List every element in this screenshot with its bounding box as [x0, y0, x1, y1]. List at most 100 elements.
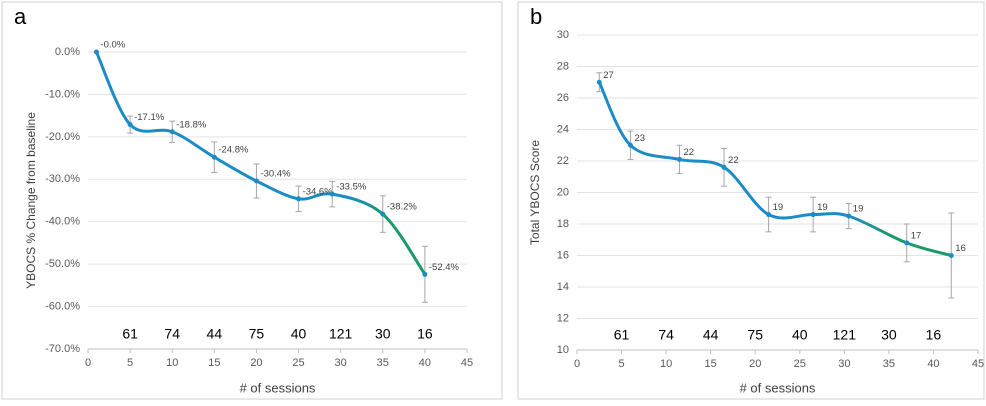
y-tick-label: 24	[557, 123, 569, 135]
y-tick-label: 0.0%	[55, 46, 80, 58]
x-tick-label: 45	[972, 358, 984, 370]
data-label: 22	[728, 155, 739, 166]
y-tick-label: 10	[557, 344, 569, 356]
panel-label: b	[530, 4, 542, 29]
line	[95, 51, 427, 276]
y-tick-label: -10.0%	[45, 88, 80, 100]
y-tick-label: 26	[557, 92, 569, 104]
count-label: 16	[417, 326, 433, 342]
y-tick-label: 30	[557, 29, 569, 41]
x-tick-label: 20	[250, 357, 262, 369]
count-label: 16	[926, 327, 942, 343]
y-tick-label: -60.0%	[45, 300, 80, 312]
y-tick-label: 28	[557, 60, 569, 72]
point	[846, 213, 852, 219]
y-tick-label: 16	[557, 249, 569, 261]
count-label: 40	[792, 327, 808, 343]
x-tick-label: 25	[794, 358, 806, 370]
x-tick-label: 0	[85, 357, 91, 369]
y-tick-label: 14	[557, 281, 569, 293]
count-label: 74	[164, 326, 180, 342]
x-tick-label: 30	[335, 357, 347, 369]
point	[329, 191, 335, 197]
y-tick-label: -50.0%	[45, 258, 80, 270]
x-tick-label: 15	[705, 358, 717, 370]
x-tick-label: 10	[166, 357, 178, 369]
data-label: -34.6%	[303, 186, 334, 197]
data-label: 19	[773, 202, 784, 213]
data-label: 27	[603, 70, 614, 81]
point	[721, 164, 727, 170]
count-label: 74	[658, 327, 674, 343]
y-tick-label: -40.0%	[45, 216, 80, 228]
x-tick-label: 10	[660, 358, 672, 370]
y-tick-label: -70.0%	[45, 343, 80, 355]
point	[676, 156, 682, 162]
y-axis-label: YBOCS % Change from baseline	[24, 112, 38, 289]
count-label: 44	[703, 327, 719, 343]
point	[253, 178, 259, 184]
data-label: 22	[683, 147, 694, 158]
count-label: 75	[249, 326, 265, 342]
point	[380, 211, 386, 217]
x-tick-label: 20	[749, 358, 761, 370]
data-label: -17.1%	[134, 112, 165, 123]
point	[948, 253, 954, 258]
x-tick-label: 35	[883, 358, 895, 370]
x-tick-label: 30	[838, 358, 850, 370]
point	[596, 79, 602, 85]
y-tick-label: 18	[557, 218, 569, 230]
x-tick-label: 5	[127, 357, 133, 369]
count-label: 30	[375, 326, 391, 342]
count-label: 30	[881, 327, 897, 343]
y-tick-label: 12	[557, 312, 569, 324]
x-tick-label: 15	[208, 357, 220, 369]
y-tick-label: -30.0%	[45, 173, 80, 185]
count-label: 121	[329, 326, 353, 342]
line	[597, 81, 952, 257]
x-axis-label: # of sessions	[740, 380, 816, 395]
x-tick-label: 5	[618, 358, 624, 370]
panel-label: a	[14, 4, 27, 29]
x-tick-label: 25	[292, 357, 304, 369]
data-label: -52.4%	[429, 262, 460, 273]
point	[127, 122, 133, 128]
point	[766, 212, 772, 218]
data-label: 19	[817, 202, 828, 213]
point	[422, 271, 428, 277]
x-tick-label: 40	[927, 358, 939, 370]
data-label: -18.8%	[176, 119, 207, 130]
data-label: 16	[955, 243, 966, 254]
point	[93, 49, 99, 55]
y-tick-label: 20	[557, 186, 569, 198]
data-label: 17	[911, 230, 922, 241]
count-label: 44	[207, 326, 223, 342]
panel-frame	[517, 1, 985, 400]
count-label: 61	[122, 326, 138, 342]
data-label: 19	[853, 204, 864, 215]
x-axis-label: # of sessions	[240, 380, 316, 395]
data-label: -0.0%	[100, 40, 125, 51]
y-tick-label: -20.0%	[45, 131, 80, 143]
data-label: -33.5%	[336, 182, 367, 193]
x-tick-label: 0	[574, 358, 580, 370]
point	[296, 196, 302, 202]
x-tick-label: 45	[461, 357, 473, 369]
x-tick-label: 40	[419, 357, 431, 369]
point	[169, 129, 175, 135]
point	[810, 212, 816, 218]
count-label: 75	[747, 327, 763, 343]
count-label: 61	[614, 327, 630, 343]
data-label: -30.4%	[260, 168, 291, 179]
point	[904, 240, 910, 246]
point	[627, 142, 633, 148]
count-label: 40	[291, 326, 307, 342]
point	[211, 154, 217, 160]
y-axis-label: Total YBOCS Score	[528, 140, 542, 245]
count-label: 121	[833, 327, 857, 343]
data-label: 23	[634, 133, 645, 144]
panel-frame	[1, 1, 503, 400]
x-tick-label: 35	[377, 357, 389, 369]
data-label: -24.8%	[218, 145, 249, 156]
